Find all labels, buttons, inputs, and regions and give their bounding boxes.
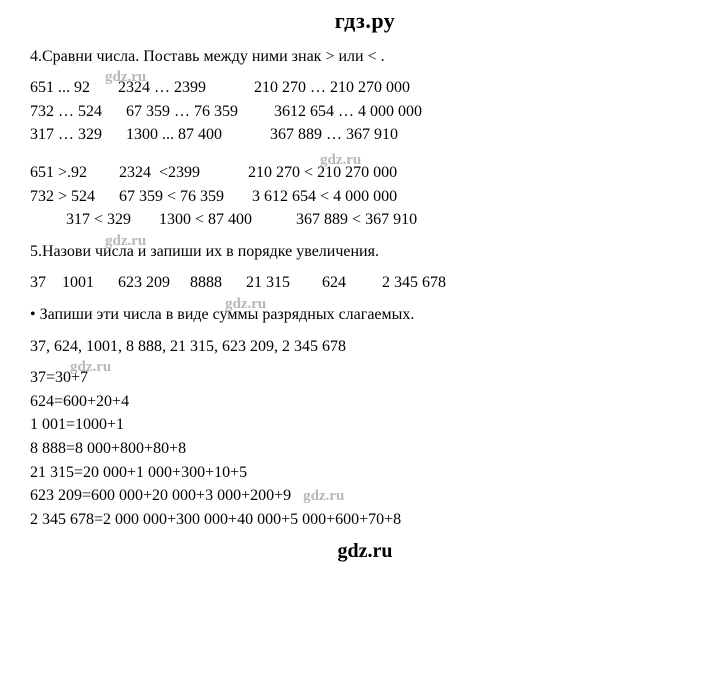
task4-title: 4.Сравни числа. Поставь между ними знак … bbox=[30, 46, 700, 68]
page-header-watermark: гдз.ру bbox=[30, 6, 700, 36]
task5-sorted: 37, 624, 1001, 8 888, 21 315, 623 209, 2… bbox=[30, 336, 700, 358]
task5-list: 37 1001 623 209 8888 21 315 624 2 345 67… bbox=[30, 272, 700, 294]
task5-decomp-2: 624=600+20+4 bbox=[30, 391, 700, 413]
task5-decomp-4: 8 888=8 000+800+80+8 bbox=[30, 438, 700, 460]
task4-given-row3: 317 … 329 1300 ... 87 400 367 889 … 367 … bbox=[30, 124, 700, 146]
task5-title: 5.Назови числа и запиши их в порядке уве… bbox=[30, 241, 700, 263]
task5-decomp-3: 1 001=1000+1 bbox=[30, 414, 700, 436]
task4-ans-row3: 317 < 329 1300 < 87 400 367 889 < 367 91… bbox=[30, 209, 700, 231]
task5-bullet: • Запиши эти числа в виде суммы разрядны… bbox=[30, 304, 700, 326]
task5-decomp-1: 37=30+7 bbox=[30, 367, 700, 389]
task5-decomp-6: 623 209=600 000+20 000+3 000+200+9 gdz.r… bbox=[30, 485, 700, 507]
task5-decomp-5: 21 315=20 000+1 000+300+10+5 bbox=[30, 462, 700, 484]
task5-decomp-7: 2 345 678=2 000 000+300 000+40 000+5 000… bbox=[30, 509, 700, 531]
task4-ans-row1: 651 >.92 2324 <2399 210 270 < 210 270 00… bbox=[30, 162, 700, 184]
task4-given-row1: 651 ... 92 2324 … 2399 210 270 … 210 270… bbox=[30, 77, 700, 99]
task4-ans-row2: 732 > 524 67 359 < 76 359 3 612 654 < 4 … bbox=[30, 186, 700, 208]
watermark-6: gdz.ru bbox=[303, 488, 344, 504]
page-footer-watermark: gdz.ru bbox=[30, 538, 700, 565]
task5-decomp-6a: 623 209=600 000+20 000+3 000+200+9 bbox=[30, 487, 291, 504]
task4-given-row2: 732 … 524 67 359 … 76 359 3612 654 … 4 0… bbox=[30, 101, 700, 123]
